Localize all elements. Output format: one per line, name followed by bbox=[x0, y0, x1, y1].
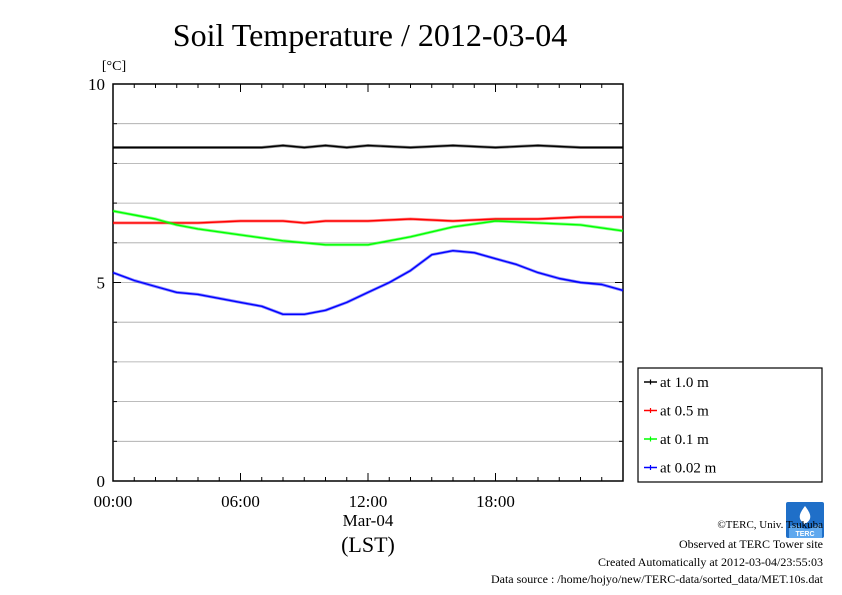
x-tick-label: 18:00 bbox=[476, 492, 515, 511]
x-tick-label: 00:00 bbox=[94, 492, 133, 511]
axis-ticks: 0 5 10 00:00 06:00 12:00 18:00 bbox=[88, 75, 624, 511]
footer-created: Created Automatically at 2012-03-04/23:5… bbox=[598, 555, 823, 569]
legend-label: at 0.5 m bbox=[660, 404, 709, 420]
grid-lines bbox=[113, 123, 623, 442]
chart-title: Soil Temperature / 2012-03-04 bbox=[173, 17, 567, 53]
x-tick-label: 06:00 bbox=[221, 492, 260, 511]
legend-label: at 1.0 m bbox=[660, 375, 709, 391]
legend-label: at 0.1 m bbox=[660, 432, 709, 448]
footer-source: Data source : /home/hojyo/new/TERC-data/… bbox=[490, 572, 823, 586]
series-line bbox=[112, 249, 624, 315]
terc-logo-icon: TERC bbox=[786, 502, 824, 538]
y-tick-label: 10 bbox=[88, 75, 105, 94]
x-axis-label: (LST) bbox=[341, 532, 395, 557]
series-line bbox=[113, 144, 623, 149]
y-tick-label: 5 bbox=[97, 274, 106, 293]
series-lines bbox=[112, 144, 624, 316]
logo-text: TERC bbox=[795, 531, 814, 538]
legend: at 1.0 m at 0.5 m at 0.1 m at 0.02 m bbox=[637, 367, 823, 483]
y-axis-unit: [°C] bbox=[102, 59, 126, 74]
footer-site: Observed at TERC Tower site bbox=[678, 537, 823, 551]
series-line bbox=[112, 210, 624, 246]
legend-box bbox=[637, 367, 823, 483]
legend-label: at 0.02 m bbox=[660, 461, 717, 477]
footer-copyright: ©TERC, Univ. Tsukuba bbox=[717, 519, 823, 531]
y-tick-label: 0 bbox=[97, 472, 106, 491]
series-line bbox=[113, 216, 623, 224]
x-tick-label: 12:00 bbox=[349, 492, 388, 511]
x-axis-date-label: Mar-04 bbox=[343, 511, 394, 530]
